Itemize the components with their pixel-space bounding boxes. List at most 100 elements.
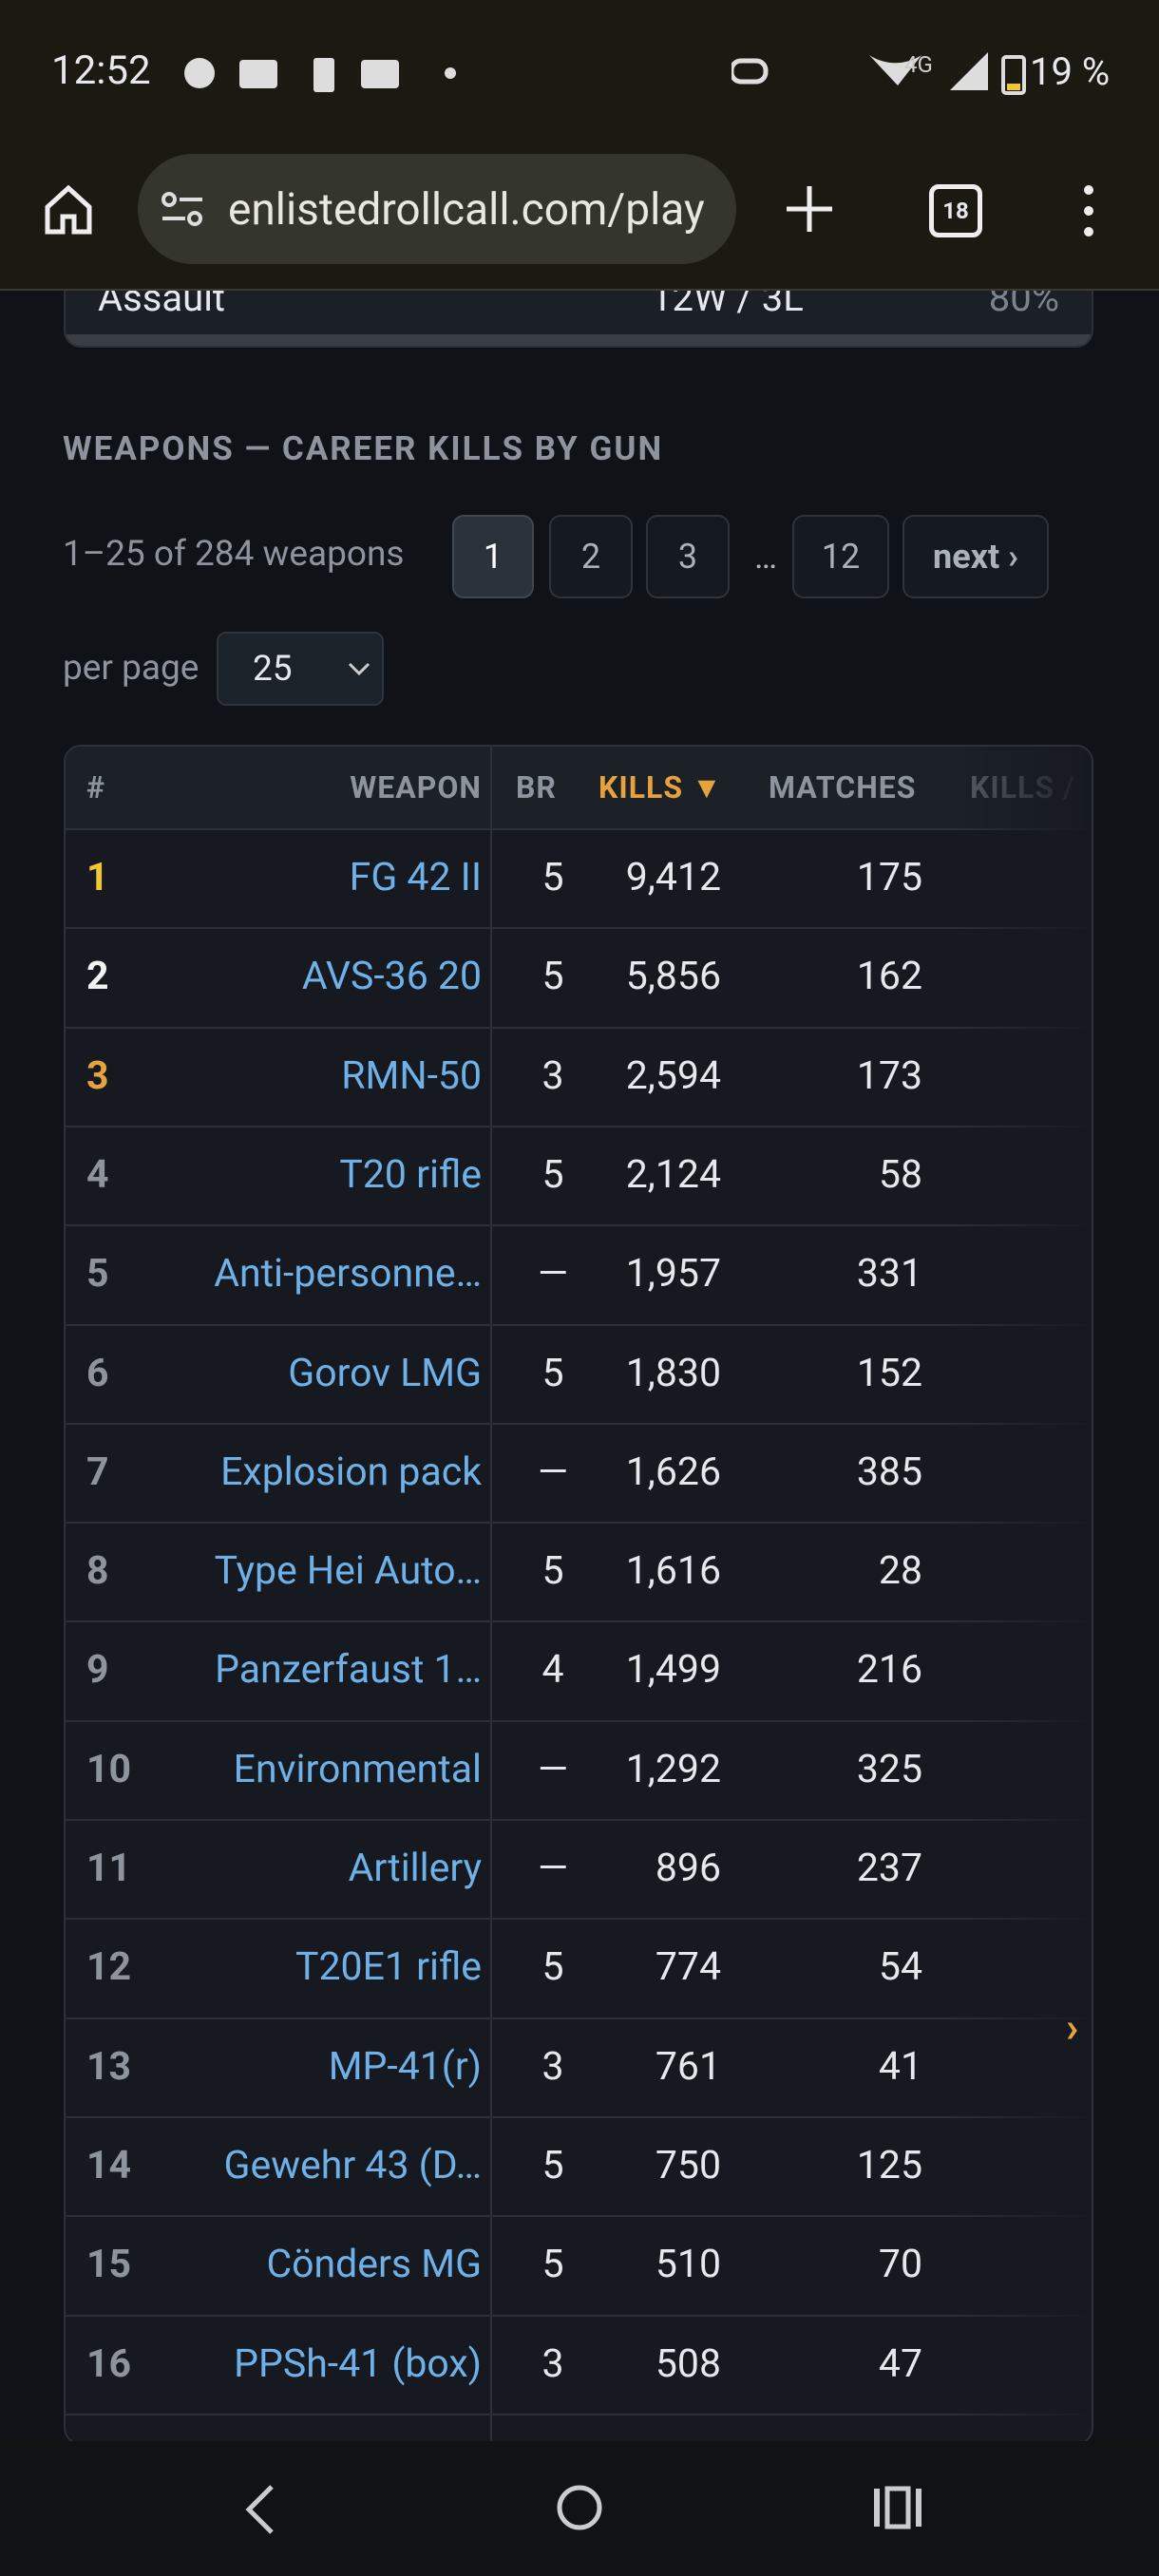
home-button[interactable] xyxy=(42,182,95,236)
row-divider xyxy=(66,1918,1092,1921)
scroll-fade xyxy=(949,747,1092,2443)
row-divider xyxy=(66,1522,1092,1525)
weapon-name[interactable]: Gorov LMG xyxy=(288,1350,482,1396)
page-button[interactable]: 1 xyxy=(452,515,534,598)
matches: 58 xyxy=(878,1151,922,1198)
per-page-label: per page xyxy=(63,648,200,689)
rank: 8 xyxy=(86,1548,109,1595)
rank: 11 xyxy=(86,1846,132,1891)
page-button[interactable]: 2 xyxy=(549,515,633,598)
weapon-name[interactable]: Anti-personne… xyxy=(214,1251,482,1297)
weapon-name[interactable]: RMN-50 xyxy=(341,1052,482,1099)
weapon-name[interactable]: MP-41(r) xyxy=(328,2043,482,2090)
weapon-name[interactable]: AVS-36 20 xyxy=(301,954,482,1000)
matches: 331 xyxy=(856,1251,922,1297)
battle-rating: 5 xyxy=(542,1151,564,1198)
rank: 12 xyxy=(86,1944,132,1991)
weapon-name[interactable]: Cönders MG xyxy=(266,2242,482,2288)
per-page-value: 25 xyxy=(253,649,293,690)
weapon-name[interactable]: Panzerfaust 1… xyxy=(215,1647,482,1694)
battle-rating: — xyxy=(537,1746,568,1792)
section-title: WEAPONS — CAREER KILLS BY GUN xyxy=(63,429,664,468)
weapon-name[interactable]: Type Hei Auto… xyxy=(214,1548,482,1595)
new-tab-button[interactable] xyxy=(785,184,834,234)
battle-rating: 3 xyxy=(542,2043,564,2090)
recents-button[interactable] xyxy=(872,2485,923,2530)
kills: 750 xyxy=(655,2142,721,2188)
matches: 216 xyxy=(856,1647,922,1694)
row-divider xyxy=(66,1719,1092,1722)
page-button[interactable]: 3 xyxy=(646,515,730,598)
kills: 1,292 xyxy=(625,1746,721,1792)
address-bar[interactable]: enlistedrollcall.com/play xyxy=(138,154,736,264)
kills: 761 xyxy=(655,2043,721,2090)
row-divider xyxy=(66,1323,1092,1326)
site-settings-icon[interactable] xyxy=(161,190,204,228)
weapon-name[interactable]: Artillery xyxy=(348,1846,482,1891)
battle-rating: — xyxy=(537,1846,568,1891)
rank: 9 xyxy=(86,1647,109,1694)
connectivity-icons xyxy=(732,52,988,90)
clock: 12:52 xyxy=(51,47,151,94)
row-divider xyxy=(66,2017,1092,2019)
battle-rating: 5 xyxy=(542,1548,564,1595)
kills: 510 xyxy=(655,2242,721,2288)
column-header[interactable]: WEAPON xyxy=(350,769,482,805)
tab-count[interactable]: 18 xyxy=(929,184,982,237)
battle-rating: 5 xyxy=(542,2242,564,2288)
matches: 41 xyxy=(878,2043,922,2090)
header-row xyxy=(66,747,1092,830)
kills: 774 xyxy=(655,1944,721,1991)
battle-rating: 5 xyxy=(542,2142,564,2188)
battery-level: 19 % xyxy=(1030,49,1111,94)
column-header[interactable]: KILLS ▼ xyxy=(598,769,723,805)
row-divider xyxy=(66,1125,1092,1127)
kills: 1,499 xyxy=(625,1647,721,1694)
ellipsis: … xyxy=(753,537,778,577)
kills: 1,626 xyxy=(625,1449,721,1495)
row-divider xyxy=(66,2413,1092,2415)
matches: 175 xyxy=(856,855,922,900)
kills: 2,594 xyxy=(625,1052,721,1099)
column-divider xyxy=(490,747,492,2443)
rank: 5 xyxy=(86,1251,109,1297)
scrollbar xyxy=(66,334,1092,346)
result-count: 1–25 of 284 weapons xyxy=(63,534,405,575)
rank: 3 xyxy=(86,1052,109,1099)
battle-rating: 5 xyxy=(542,954,564,1000)
column-header[interactable]: MATCHES xyxy=(769,769,917,805)
rank: 7 xyxy=(86,1449,109,1495)
row-divider xyxy=(66,2314,1092,2317)
rank: 14 xyxy=(86,2142,132,2188)
weapon-name[interactable]: FG 42 II xyxy=(349,855,482,900)
battle-rating: 5 xyxy=(542,855,564,900)
home-nav-button[interactable] xyxy=(555,2483,604,2532)
scroll-hint[interactable]: › xyxy=(1066,2002,1079,2052)
menu-button[interactable] xyxy=(1079,182,1098,239)
kills: 1,957 xyxy=(625,1251,721,1297)
weapon-name[interactable]: PPSh-41 (box) xyxy=(234,2340,482,2387)
rank: 6 xyxy=(86,1350,109,1396)
battle-rating: — xyxy=(537,1251,568,1297)
row-divider xyxy=(66,927,1092,930)
kills: 1,616 xyxy=(625,1548,721,1595)
kills: 5,856 xyxy=(625,954,721,1000)
page-button[interactable]: next › xyxy=(902,515,1049,598)
weapon-name[interactable]: T20E1 rifle xyxy=(295,1944,482,1991)
row-divider xyxy=(66,1026,1092,1029)
column-header[interactable]: BR xyxy=(516,769,557,805)
battle-rating: 3 xyxy=(542,1052,564,1099)
weapon-name[interactable]: Environmental xyxy=(233,1746,482,1792)
kills: 1,830 xyxy=(625,1350,721,1396)
weapon-name[interactable]: Gewehr 43 (D… xyxy=(223,2142,482,2188)
battle-rating: 4 xyxy=(542,1647,564,1694)
battle-rating: 3 xyxy=(542,2340,564,2387)
weapon-name[interactable]: T20 rifle xyxy=(339,1151,482,1198)
back-button[interactable] xyxy=(241,2483,279,2536)
weapon-name[interactable]: Explosion pack xyxy=(220,1449,482,1495)
per-page-select[interactable]: 25 xyxy=(217,632,384,706)
matches: 125 xyxy=(856,2142,922,2188)
page-button[interactable]: 12 xyxy=(792,515,889,598)
